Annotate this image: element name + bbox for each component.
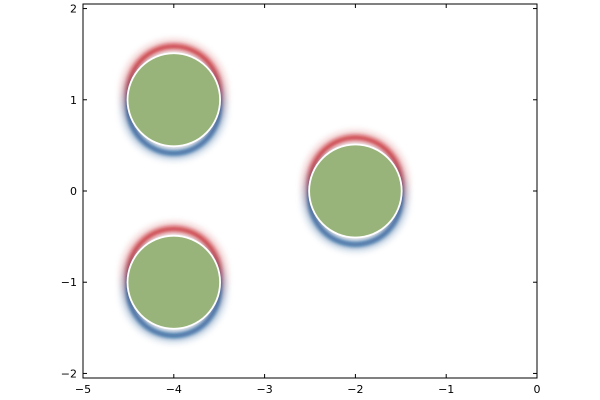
x-tick-label: 0 xyxy=(534,383,541,396)
y-axis: −2 −1 0 1 2 xyxy=(61,3,537,381)
body-2 xyxy=(308,137,402,246)
y-tick-label: −1 xyxy=(61,276,77,289)
body-3 xyxy=(127,228,221,337)
bodies-layer xyxy=(127,46,403,337)
body-disc xyxy=(310,145,401,236)
x-tick-label: −3 xyxy=(256,383,272,396)
body-1 xyxy=(127,46,221,155)
body-disc xyxy=(128,237,219,328)
y-tick-label: 2 xyxy=(70,3,77,16)
y-tick-label: −2 xyxy=(61,367,77,380)
y-tick-label: 1 xyxy=(70,94,77,107)
body-disc xyxy=(128,54,219,145)
x-tick-label: −4 xyxy=(166,383,182,396)
x-tick-label: −5 xyxy=(75,383,91,396)
y-tick-label: 0 xyxy=(70,185,77,198)
x-tick-label: −1 xyxy=(438,383,454,396)
x-tick-label: −2 xyxy=(347,383,363,396)
